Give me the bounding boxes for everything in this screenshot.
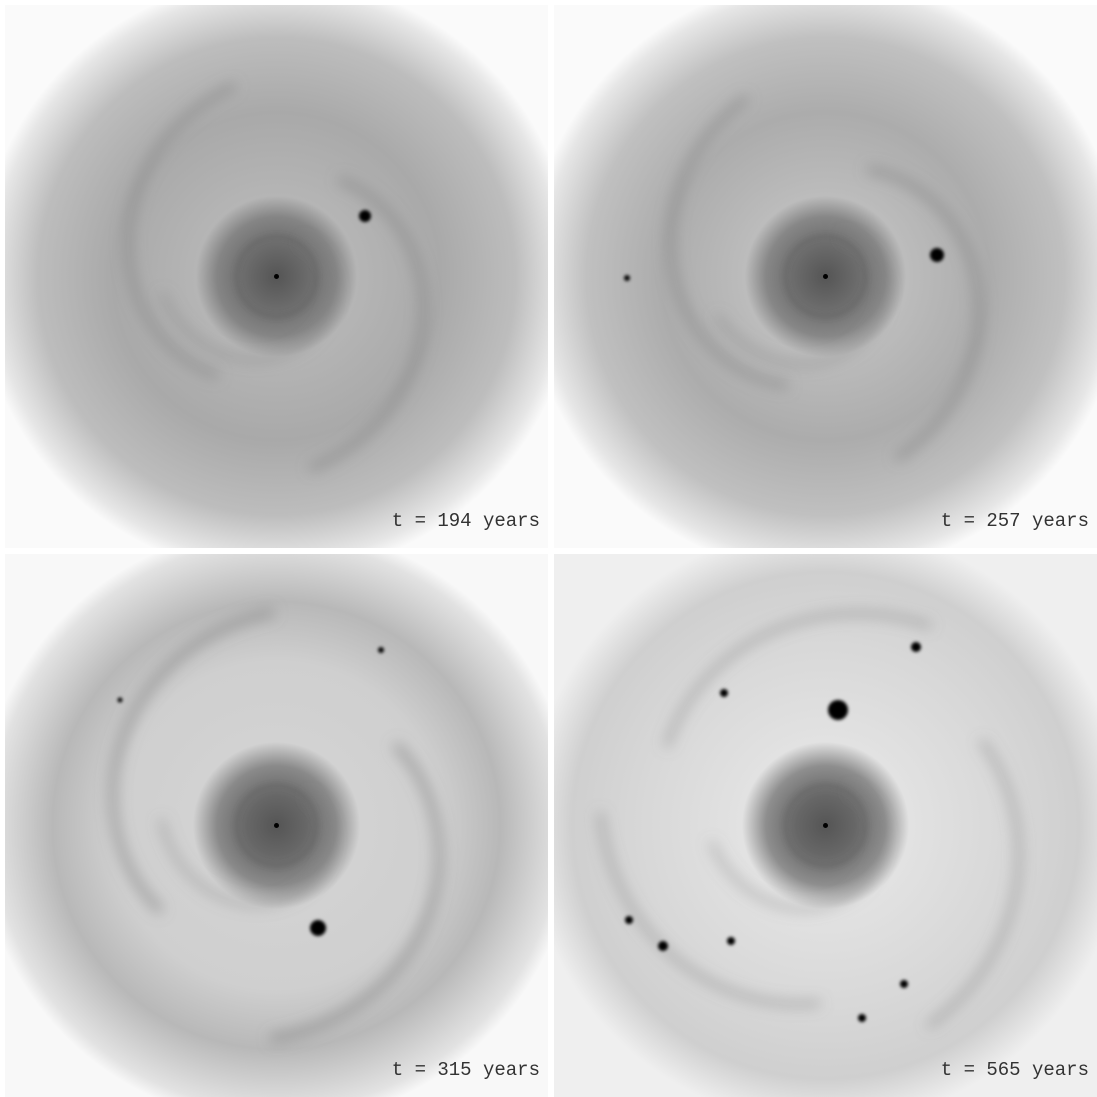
spiral-arm (714, 234, 888, 367)
sink-particle (930, 248, 944, 262)
spiral-arm (158, 792, 333, 908)
spiral-arm (666, 94, 789, 390)
inner-ring (235, 235, 318, 318)
central-star (823, 274, 828, 279)
panel: t = 565 years (554, 554, 1097, 1097)
panel: t = 315 years (5, 554, 548, 1097)
spiral-arm (926, 738, 1022, 1029)
sink-particle (828, 700, 848, 720)
spiral-arm (708, 787, 885, 912)
sink-particle (359, 210, 371, 222)
time-label: t = 257 years (941, 510, 1089, 532)
inner-ring (784, 235, 867, 318)
central-star (823, 823, 828, 828)
spiral-arm (308, 175, 428, 473)
spiral-arm (663, 610, 933, 748)
spiral-arm (108, 607, 275, 915)
panel: t = 257 years (554, 5, 1097, 548)
time-label: t = 565 years (941, 1059, 1089, 1081)
time-label: t = 315 years (392, 1059, 540, 1081)
spiral-arm (597, 812, 821, 1008)
sink-particle (720, 689, 728, 697)
sink-particle (378, 647, 384, 653)
panel: t = 194 years (5, 5, 548, 548)
inner-ring (235, 784, 318, 867)
sink-particle (911, 642, 921, 652)
time-label: t = 194 years (392, 510, 540, 532)
spiral-arm (124, 81, 238, 380)
spiral-arm (159, 238, 336, 363)
sink-particle (727, 937, 735, 945)
sink-particle (624, 275, 630, 281)
sink-particle (658, 941, 668, 951)
spiral-arm (269, 741, 444, 1044)
sink-particle (900, 980, 908, 988)
sink-particle (310, 920, 326, 936)
inner-ring (784, 784, 867, 867)
sink-particle (117, 697, 123, 703)
central-star (274, 823, 279, 828)
sink-particle (858, 1014, 866, 1022)
sink-particle (625, 916, 633, 924)
spiral-arm (866, 165, 984, 462)
central-star (274, 274, 279, 279)
